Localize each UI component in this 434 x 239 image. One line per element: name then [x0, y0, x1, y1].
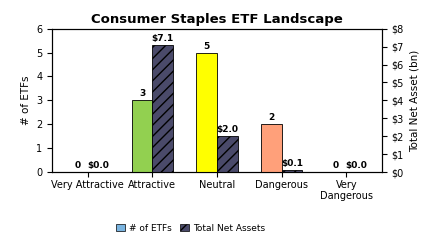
Text: $7.1: $7.1 [151, 34, 174, 43]
Text: 0: 0 [333, 161, 339, 170]
Bar [132, 100, 152, 172]
Bar [217, 136, 238, 172]
Bar [196, 53, 217, 172]
Bar [282, 170, 302, 172]
Text: $0.1: $0.1 [281, 159, 303, 168]
Text: 2: 2 [268, 113, 274, 122]
Title: Consumer Staples ETF Landscape: Consumer Staples ETF Landscape [91, 13, 343, 26]
Text: $2.0: $2.0 [216, 125, 238, 134]
Text: $0.0: $0.0 [345, 161, 368, 170]
Text: $0.0: $0.0 [87, 161, 109, 170]
Legend: # of ETFs, Total Net Assets: # of ETFs, Total Net Assets [112, 220, 269, 236]
Text: 0: 0 [74, 161, 80, 170]
Y-axis label: Total Net Asset (bn): Total Net Asset (bn) [410, 49, 420, 152]
Bar [261, 124, 282, 172]
Y-axis label: # of ETFs: # of ETFs [20, 76, 30, 125]
Bar [152, 45, 173, 172]
Text: 5: 5 [204, 42, 210, 51]
Text: 3: 3 [139, 89, 145, 98]
